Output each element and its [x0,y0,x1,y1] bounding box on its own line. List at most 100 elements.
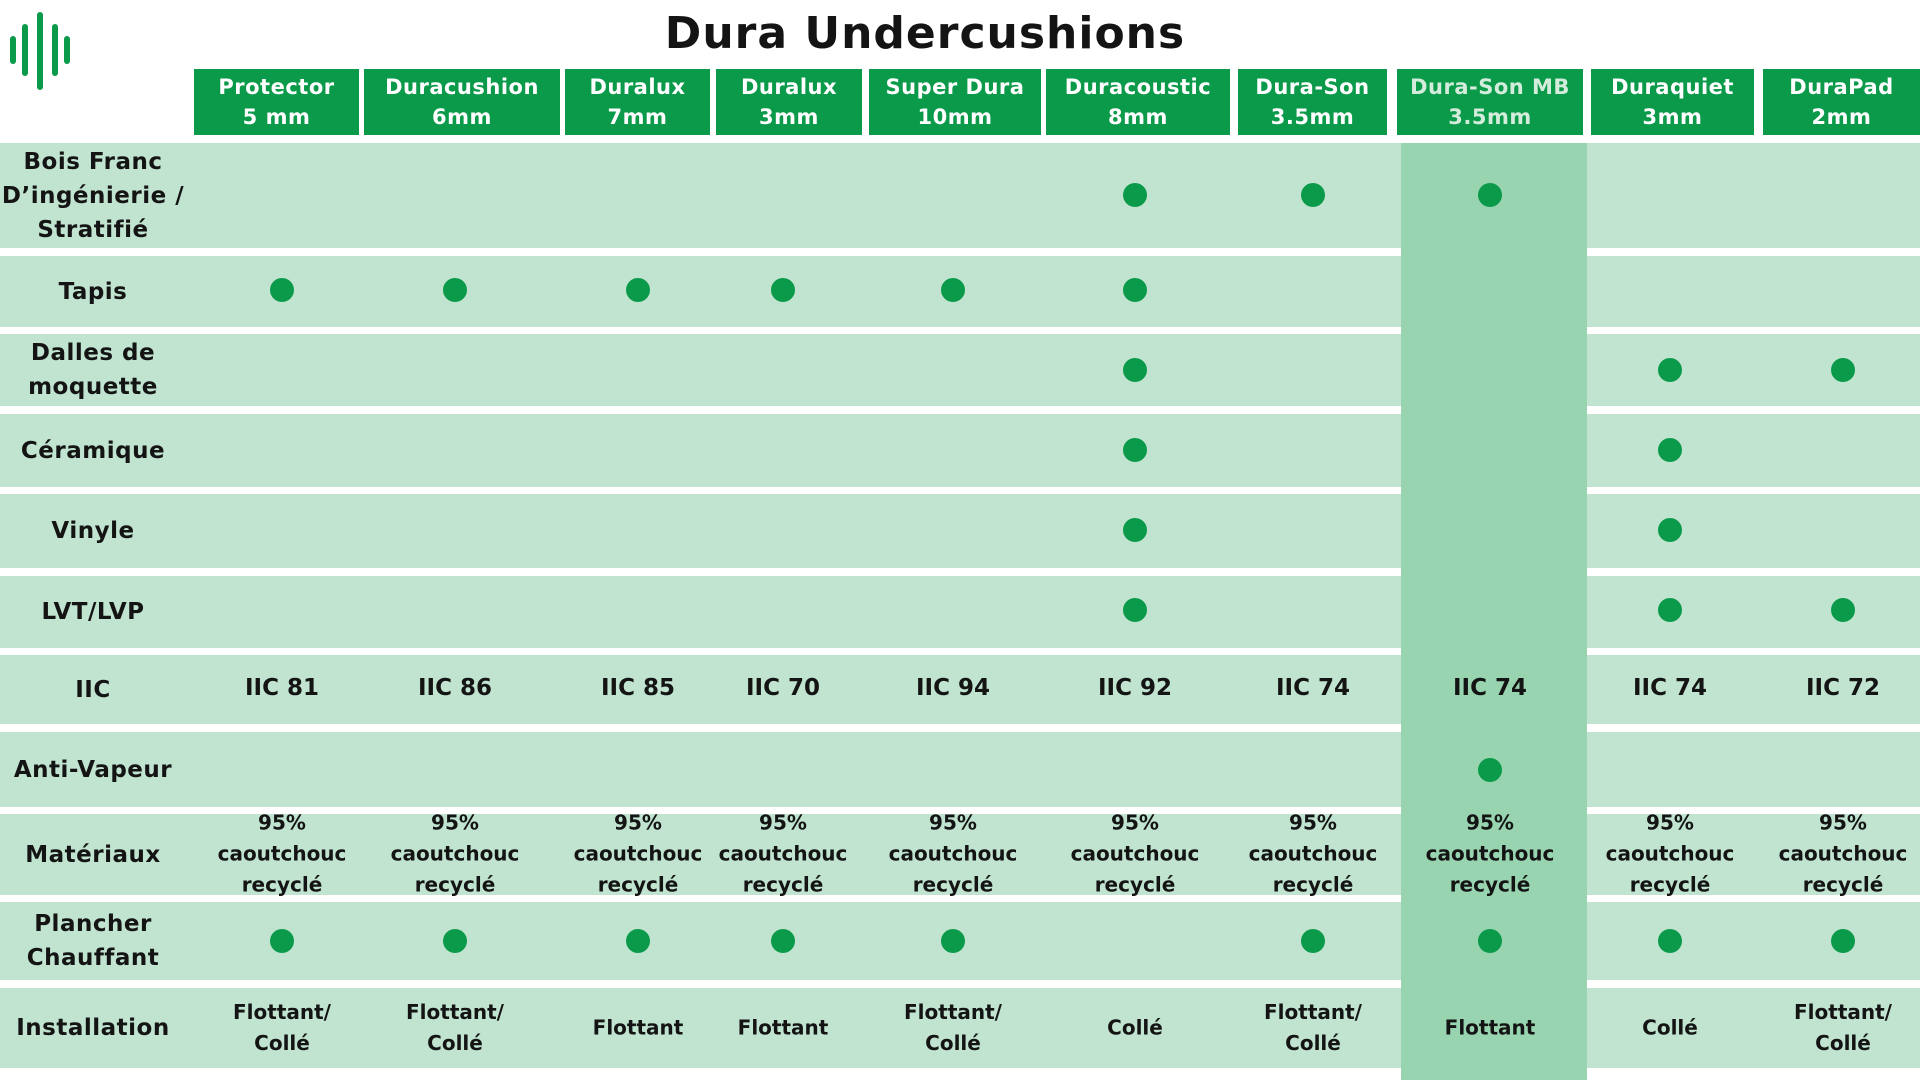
column-header: Duracoustic 8mm [1046,69,1230,135]
check-dot-icon [771,278,795,302]
column-header: Duracushion 6mm [364,69,560,135]
check-dot-icon [270,278,294,302]
row-label: Tapis [0,256,186,327]
row-label-line: LVT/LVP [41,599,145,625]
row-label: Plancher Chauffant [0,902,186,980]
product-name: Duraquiet [1611,75,1734,99]
check-dot-icon [1831,358,1855,382]
installation-value: Flottant/Collé [1794,1000,1892,1055]
row-label-line: Dalles de [30,340,156,366]
check-dot-icon [1301,183,1325,207]
check-dot-icon [443,929,467,953]
row-label-line: Matériaux [25,841,161,868]
installation-value: Flottant/Collé [1264,1000,1362,1055]
product-size: 3mm [1642,105,1703,129]
row-label-line: Céramique [20,437,166,464]
check-dot-icon [1658,438,1682,462]
row-band [0,494,1920,568]
product-name: Duralux [589,75,686,99]
check-dot-icon [1478,929,1502,953]
row-band [0,988,1920,1068]
material-value: 95% caoutchouc recyclé [1778,810,1908,897]
check-dot-icon [1123,358,1147,382]
product-size: 5 mm [242,105,311,129]
row-label-line: Tapis [58,278,128,305]
product-size: 2mm [1811,105,1872,129]
iic-value: IIC 86 [417,675,493,701]
row-label: Dalles de moquette [0,334,186,406]
product-name: Duralux [740,75,838,99]
check-dot-icon [443,278,467,302]
row-band [0,143,1920,248]
product-name: Dura-Son MB [1410,75,1570,99]
check-dot-icon [1478,758,1502,782]
column-header: DuraPad 2mm [1763,69,1920,135]
material-value: 95% caoutchouc recyclé [888,810,1018,897]
check-dot-icon [1123,598,1147,622]
row-label-line: Plancher [34,911,152,937]
product-size: 6mm [432,105,492,129]
material-value: 95% caoutchouc recyclé [1070,810,1200,897]
row-label-line: Bois Franc [23,148,163,175]
product-size: 3.5mm [1270,105,1355,129]
column-header: Duraquiet 3mm [1591,69,1754,135]
row-label-line: Installation [16,1015,170,1041]
product-name: DuraPad [1789,75,1894,99]
check-dot-icon [626,278,650,302]
installation-value: Collé [1107,1015,1163,1040]
row-label: Installation [0,988,186,1068]
material-value: 95% caoutchouc recyclé [1425,810,1555,897]
check-dot-icon [1123,278,1147,302]
row-label-line: Vinyle [51,518,135,544]
product-name: Duracoustic [1064,75,1212,99]
column-header: Protector 5 mm [194,69,359,135]
row-label: Bois Franc D’ingénierie / Stratifié [0,143,186,248]
row-label-line: D’ingénierie / [1,182,185,209]
iic-value: IIC 81 [244,675,320,701]
check-dot-icon [771,929,795,953]
row-label-line: moquette [28,374,158,400]
row-label: Matériaux [0,814,186,895]
row-label: Anti-Vapeur [0,732,186,807]
material-value: 95% caoutchouc recyclé [1605,810,1735,897]
check-dot-icon [1831,929,1855,953]
row-band [0,655,1920,724]
row-label-line: Stratifié [37,216,149,243]
highlighted-column [1401,143,1587,1080]
product-name: Super Dura [885,75,1025,99]
check-dot-icon [1658,518,1682,542]
iic-value: IIC 72 [1805,675,1881,701]
check-dot-icon [1123,183,1147,207]
column-header: Duralux 3mm [716,69,862,135]
column-header: Dura-Son MB 3.5mm [1397,69,1583,135]
check-dot-icon [941,278,965,302]
check-dot-icon [1831,598,1855,622]
row-band [0,414,1920,487]
installation-value: Flottant [737,1015,829,1040]
installation-value: Flottant [592,1015,684,1040]
check-dot-icon [1658,598,1682,622]
check-dot-icon [1478,183,1502,207]
page-title: Dura Undercushions [664,8,1186,59]
iic-value: IIC 85 [600,675,676,701]
product-name: Duracushion [385,75,539,99]
iic-value: IIC 94 [915,675,991,701]
row-label: Céramique [0,414,186,487]
product-size: 3.5mm [1448,105,1532,129]
check-dot-icon [1123,518,1147,542]
installation-value: Flottant/Collé [406,1000,504,1055]
material-value: 95% caoutchouc recyclé [1248,810,1378,897]
installation-value: Flottant [1444,1015,1536,1040]
row-band [0,334,1920,406]
row-band [0,732,1920,807]
check-dot-icon [270,929,294,953]
iic-value: IIC 92 [1097,675,1173,701]
check-dot-icon [1658,358,1682,382]
iic-value: IIC 74 [1275,675,1351,701]
product-name: Dura-Son [1255,75,1370,99]
column-header: Duralux 7mm [565,69,710,135]
iic-value: IIC 74 [1632,675,1708,701]
iic-value: IIC 74 [1452,675,1528,701]
row-label-line: Chauffant [26,945,160,971]
row-label: LVT/LVP [0,576,186,648]
